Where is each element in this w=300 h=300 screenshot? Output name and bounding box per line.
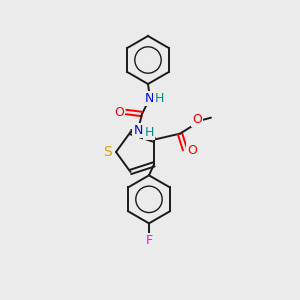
Text: H: H — [144, 125, 154, 139]
Text: H: H — [154, 92, 164, 104]
Text: S: S — [103, 145, 112, 159]
Text: N: N — [144, 92, 154, 104]
Text: N: N — [133, 124, 143, 136]
Text: O: O — [192, 113, 202, 126]
Text: O: O — [187, 144, 197, 157]
Text: F: F — [146, 234, 153, 247]
Text: O: O — [114, 106, 124, 118]
